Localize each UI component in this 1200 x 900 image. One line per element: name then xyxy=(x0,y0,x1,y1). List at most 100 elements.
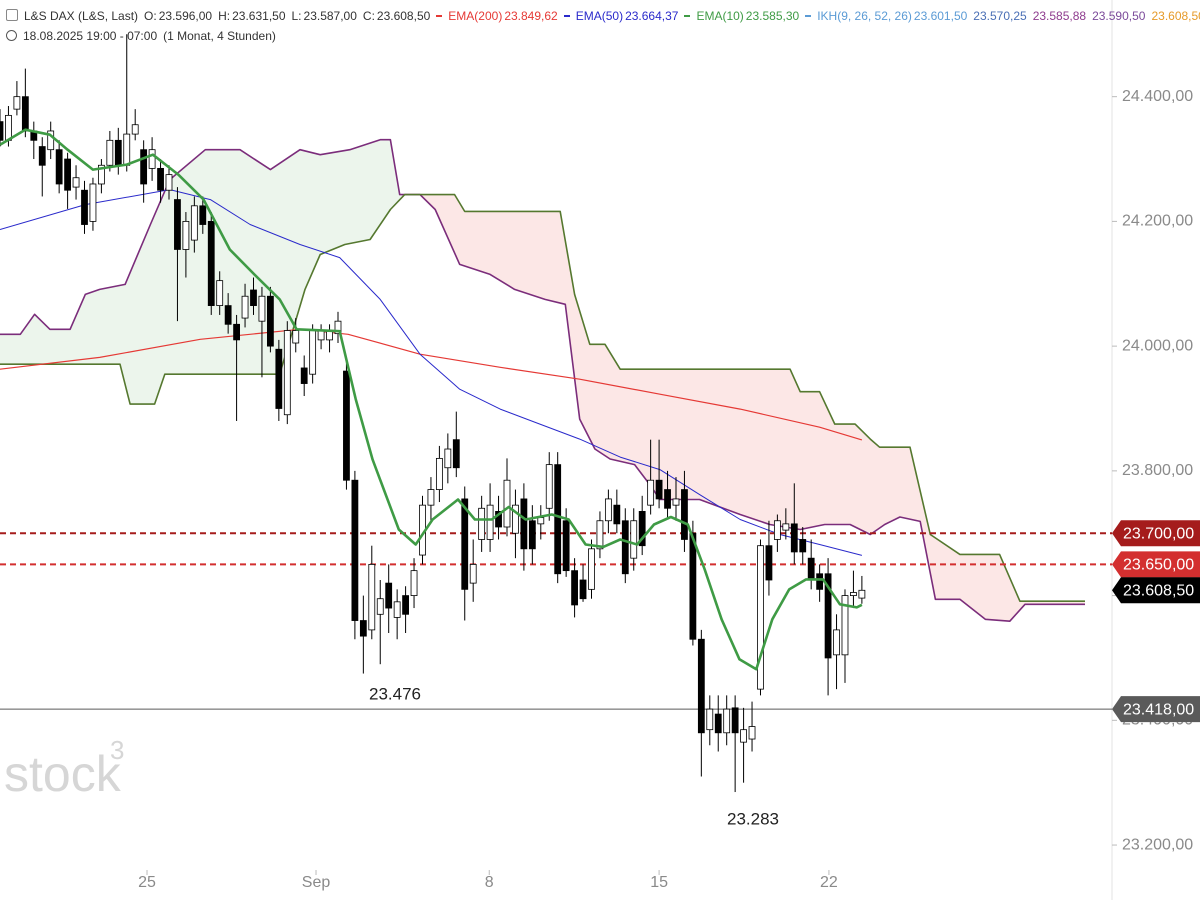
legend-swatch xyxy=(436,15,443,17)
candle-body xyxy=(435,457,443,490)
candle-body xyxy=(385,582,393,609)
candle-body xyxy=(706,708,714,731)
legend-value: 23.608,50 xyxy=(1151,9,1200,23)
candle-body xyxy=(495,510,502,528)
candle-body xyxy=(0,121,4,141)
candle-body xyxy=(292,330,300,344)
candle-body xyxy=(655,479,663,500)
candle-body xyxy=(283,330,291,416)
y-tick-label: 24.200,00 xyxy=(1122,213,1193,230)
candle-body xyxy=(207,220,215,306)
legend-value: 23.849,62 xyxy=(504,9,558,23)
icon xyxy=(6,30,17,41)
candle-body xyxy=(72,177,80,188)
candle-body xyxy=(402,595,409,615)
header-row: 18.08.2025 19:00 - 07:00 (1 Monat, 4 Stun… xyxy=(6,26,1200,46)
ohlc-value: 23.587,00 xyxy=(303,9,357,23)
candle-body xyxy=(630,520,638,559)
candle-body xyxy=(850,592,857,596)
ohlc-label: L: xyxy=(291,9,302,23)
candle-body xyxy=(309,330,317,375)
level-price-box-label: 23.418,00 xyxy=(1123,701,1194,718)
watermark: stock xyxy=(4,746,122,802)
candle-body xyxy=(47,130,55,151)
ohlc-label: C: xyxy=(362,9,375,23)
ema-line xyxy=(0,128,863,671)
cloud-fill xyxy=(420,194,1085,622)
candle-body xyxy=(858,589,866,599)
x-tick-label: 22 xyxy=(820,874,838,891)
level-price-box xyxy=(1112,520,1200,547)
legend-name: EMA(50) xyxy=(575,9,624,23)
candle-body xyxy=(174,199,181,250)
annotation: 23.283 xyxy=(727,809,779,828)
candle-body xyxy=(182,220,190,250)
candle-body xyxy=(596,520,604,550)
candle-body xyxy=(537,517,545,525)
candle-body xyxy=(571,570,578,606)
candle-body xyxy=(664,489,671,509)
y-tick-label: 24.000,00 xyxy=(1122,337,1193,354)
candle-body xyxy=(520,498,528,550)
candle-body xyxy=(681,489,688,540)
candle-body xyxy=(503,479,511,528)
candle-body xyxy=(250,289,257,306)
symbol: L&S DAX (L&S, Last) xyxy=(24,9,139,23)
candle-body xyxy=(165,174,173,191)
candle-body xyxy=(452,439,460,469)
candle-body xyxy=(748,726,756,740)
candle-body xyxy=(393,601,401,618)
legend-value: 23.601,50 xyxy=(913,9,968,23)
plot-area xyxy=(0,34,1112,793)
candle-body xyxy=(368,564,376,631)
candle-body xyxy=(148,149,156,169)
candle-body xyxy=(782,523,790,531)
header-row: L&S DAX (L&S, Last) O: 23.596,00 H: 23.631,5… xyxy=(6,6,1200,26)
candle-body xyxy=(216,280,224,306)
candle-body xyxy=(376,598,384,615)
candle-body xyxy=(106,139,114,166)
candle-body xyxy=(266,295,274,347)
candle-body xyxy=(190,205,198,241)
x-tick-label: 8 xyxy=(485,874,494,891)
candle-body xyxy=(199,205,207,225)
candle-body xyxy=(604,498,612,522)
candle-body xyxy=(13,96,21,110)
candle-body xyxy=(486,504,494,540)
y-tick-label: 23.200,00 xyxy=(1122,836,1193,853)
level-price-box-label: 23.700,00 xyxy=(1123,525,1194,542)
candle-body xyxy=(123,133,131,166)
y-tick-label: 23.800,00 xyxy=(1122,462,1193,479)
candle-body xyxy=(562,520,570,572)
legend-name: EMA(200) xyxy=(448,9,503,23)
candle-body xyxy=(588,548,595,590)
date-range: 18.08.2025 19:00 - 07:00 xyxy=(23,29,158,43)
candle-body xyxy=(140,149,148,185)
candle-body xyxy=(512,504,519,534)
candle-body xyxy=(841,595,849,656)
candle-body xyxy=(689,532,697,640)
legend-swatch xyxy=(563,15,570,17)
header: L&S DAX (L&S, Last) O: 23.596,00 H: 23.631,5… xyxy=(6,6,1200,46)
watermark-sup: 3 xyxy=(110,735,124,765)
legend-name: IKH(9, 26, 52, 26) xyxy=(817,9,912,23)
candle-body xyxy=(554,464,562,575)
last-price-box xyxy=(1112,577,1200,604)
candle-body xyxy=(461,498,469,590)
candle-body xyxy=(469,564,477,584)
candle-body xyxy=(528,520,536,550)
candle-body xyxy=(97,164,105,185)
y-tick-label: 24.400,00 xyxy=(1122,88,1193,105)
candle-body xyxy=(359,620,367,637)
legend-value: 23.585,30 xyxy=(745,9,800,23)
candle-body xyxy=(334,320,342,335)
candle-body xyxy=(714,713,722,734)
annotation: 23.476 xyxy=(369,684,421,703)
candle-body xyxy=(343,370,350,481)
candle-body xyxy=(613,504,621,525)
candle-body xyxy=(816,573,824,590)
x-tick-label: 15 xyxy=(650,874,668,891)
candle-body xyxy=(790,523,798,553)
level-price-box xyxy=(1112,696,1200,723)
